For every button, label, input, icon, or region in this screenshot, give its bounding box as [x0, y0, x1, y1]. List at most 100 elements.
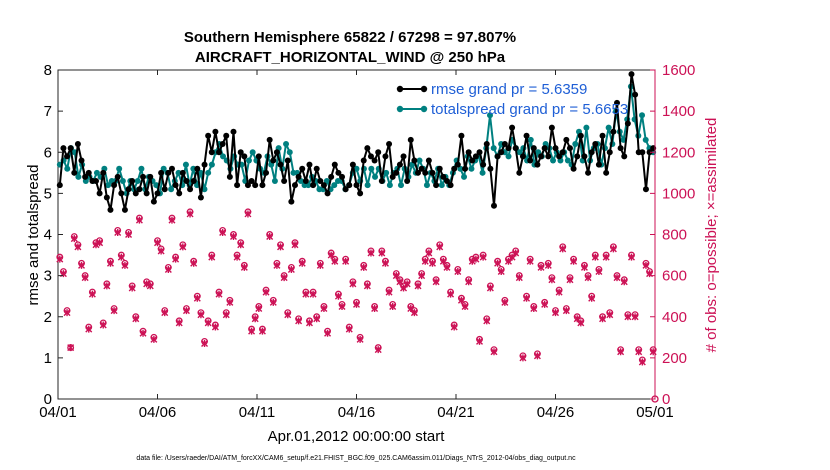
obs-assimilated-point: [617, 348, 625, 356]
series-point: [75, 173, 82, 180]
obs-assimilated-point: [139, 329, 147, 337]
series-point: [208, 149, 215, 156]
series-point: [556, 153, 563, 160]
series-point: [284, 157, 291, 164]
series-point: [516, 149, 523, 156]
series-point: [249, 149, 256, 156]
obs-assimilated-point: [74, 243, 82, 251]
series-point: [270, 157, 277, 164]
obs-assimilated-point: [106, 259, 114, 267]
series-point: [574, 153, 581, 160]
obs-assimilated-point: [103, 282, 111, 290]
obs-assimilated-point: [479, 253, 487, 261]
obs-assimilated-point: [356, 335, 364, 343]
series-point: [205, 169, 212, 176]
obs-assimilated-point: [345, 325, 353, 333]
series-point: [237, 149, 244, 156]
y-right-tick-label: 1200: [662, 144, 695, 161]
series-point: [541, 145, 548, 152]
series-point: [328, 173, 335, 180]
series-point: [234, 182, 241, 189]
x-axis: 04/01 04/06 04/11 04/16 04/21 04/26 05/01: [39, 70, 674, 421]
series-point: [505, 153, 512, 160]
obs-assimilated-point: [135, 216, 143, 224]
series-point: [583, 124, 590, 131]
obs-assimilated-point: [461, 302, 469, 310]
obs-assimilated-point: [353, 300, 360, 308]
obs-assimilated-point: [414, 282, 422, 290]
series-point: [310, 182, 317, 189]
series-point: [639, 112, 646, 119]
obs-assimilated-point: [201, 339, 209, 347]
obs-assimilated-point: [472, 255, 480, 263]
series-point: [516, 169, 523, 176]
series-point: [458, 132, 465, 139]
series-point: [383, 169, 390, 176]
series-point: [605, 124, 612, 131]
y-left-tick-label: 7: [44, 103, 52, 120]
series-point: [364, 145, 371, 152]
y-right-tick-label: 800: [662, 227, 687, 244]
obs-assimilated-point: [324, 329, 332, 337]
series-point: [487, 165, 494, 172]
obs-assimilated-point: [526, 257, 534, 265]
series-point: [404, 178, 411, 185]
series-point: [595, 161, 602, 168]
obs-assimilated-point: [515, 274, 523, 282]
series-point: [577, 132, 584, 139]
series-point: [397, 182, 404, 189]
obs-assimilated-point: [425, 249, 433, 257]
obs-assimilated-point: [229, 233, 237, 241]
series-point: [429, 169, 436, 176]
obs-assimilated-point: [193, 294, 201, 302]
series-point: [346, 182, 353, 189]
series-point: [342, 186, 349, 193]
y-axis-right-label: # of obs: o=possible; ×=assimilated: [703, 118, 720, 353]
obs-assimilated-point: [501, 298, 509, 306]
series-point: [331, 182, 338, 189]
series-point: [396, 161, 403, 168]
legend-rmse-label: rmse grand pr = 5.6359: [431, 81, 587, 98]
series-point: [372, 173, 379, 180]
obs-assimilated-point: [421, 257, 429, 265]
obs-assimilated-point: [251, 315, 259, 323]
series-point: [116, 165, 123, 172]
obs-assimilated-point: [277, 243, 285, 251]
obs-assimilated-point: [295, 317, 303, 325]
obs-assimilated-point: [631, 313, 639, 321]
series-point: [530, 145, 537, 152]
series-point: [628, 71, 635, 78]
obs-assimilated-point: [584, 274, 592, 282]
obs-assimilated-point: [385, 288, 393, 296]
obs-assimilated-point: [490, 348, 498, 356]
series-point: [107, 206, 114, 213]
obs-assimilated-point: [367, 249, 375, 257]
obs-assimilated-point: [179, 243, 187, 251]
series-point: [538, 153, 545, 160]
obs-assimilated-point: [150, 335, 158, 343]
series-point: [201, 161, 208, 168]
obs-assimilated-point: [298, 259, 306, 267]
series-point: [476, 149, 483, 156]
obs-assimilated-point: [63, 309, 71, 317]
series-point: [469, 157, 476, 164]
obs-assimilated-point: [132, 315, 140, 323]
series-point: [382, 153, 389, 160]
y-right-tick-label: 600: [662, 268, 687, 285]
series-point: [418, 165, 425, 172]
obs-assimilated-point: [305, 319, 313, 327]
obs-assimilated-point: [544, 261, 552, 269]
obs-assimilated-point: [559, 245, 567, 253]
series-point: [306, 161, 313, 168]
x-tick-label: 04/16: [338, 404, 376, 421]
obs-assimilated-point: [233, 253, 241, 261]
series-point: [378, 178, 385, 185]
obs-assimilated-point: [403, 280, 411, 288]
series-point: [71, 169, 78, 176]
obs-assimilated-point: [638, 358, 646, 366]
obs-assimilated-point: [269, 298, 277, 306]
legend-rmse-marker-left: [396, 85, 404, 93]
legend: rmse grand pr = 5.6359 totalspread grand…: [396, 81, 628, 118]
series-point: [252, 182, 259, 189]
